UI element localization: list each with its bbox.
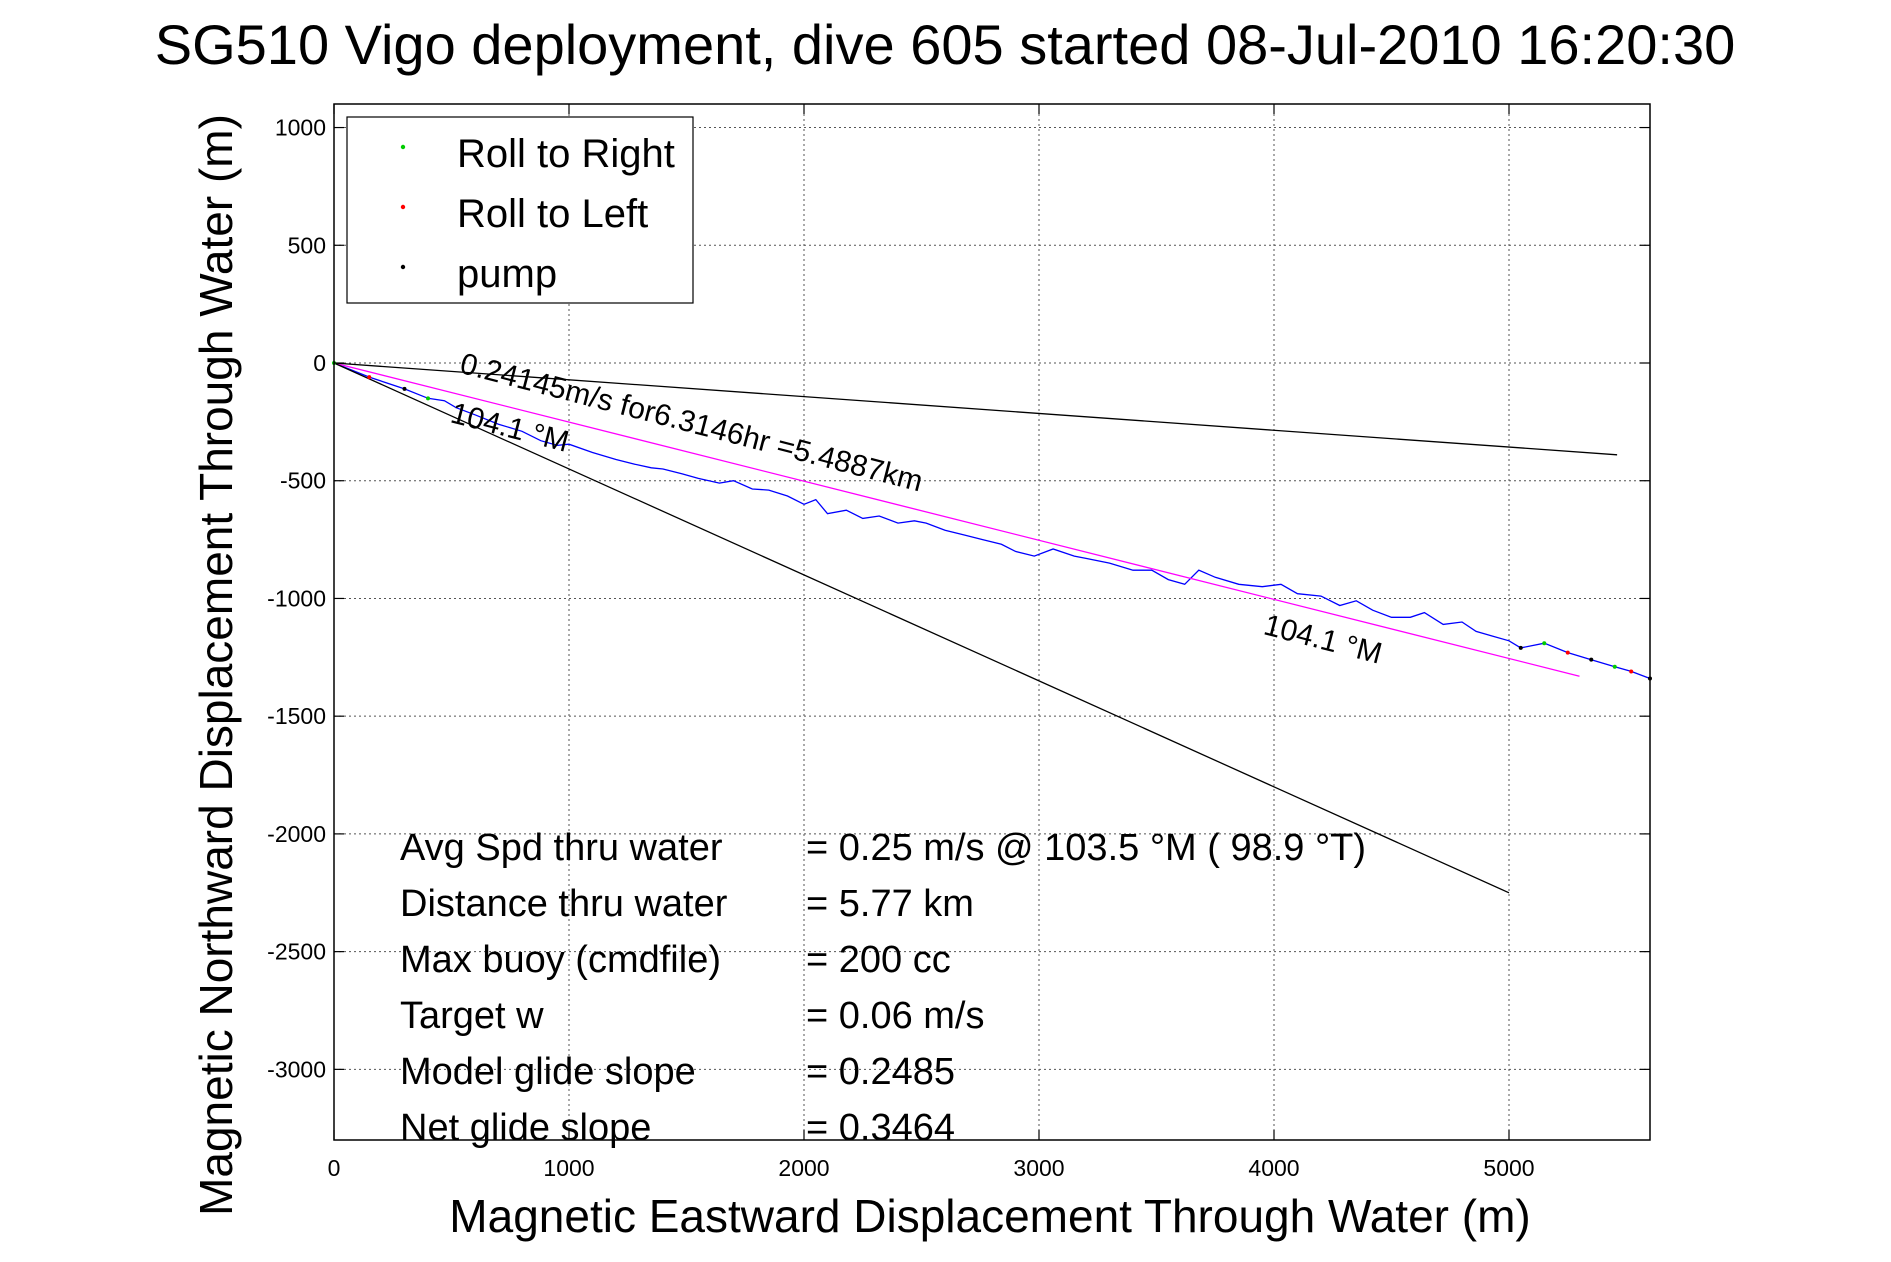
chart-title: SG510 Vigo deployment, dive 605 started … [155,13,1736,76]
track-marker [1629,669,1634,674]
series-line-2 [333,362,1618,456]
legend-label: Roll to Left [457,192,648,236]
stat-label: Distance thru water [400,883,728,925]
track-marker [1565,650,1570,655]
y-tick-label: -2000 [267,821,326,847]
x-tick-label: 1000 [543,1155,594,1181]
axes: 0 1000 2000 3000 4000 500010005000-500-1000-1… [267,103,1651,1181]
y-tick-label: 0 [313,350,326,376]
legend-marker [400,204,406,210]
stats-block: Avg Spd thru water = 0.25 m/s @ 103.5 °M … [400,827,1366,1149]
track-marker [367,375,372,380]
x-tick-label: 3000 [1013,1155,1064,1181]
x-tick-label: 4000 [1248,1155,1299,1181]
legend-marker [400,264,406,270]
x-tick-label: 5000 [1483,1155,1534,1181]
series-group [332,361,1652,894]
legend-label: pump [457,252,557,296]
legend-label: Roll to Right [457,132,675,176]
stat-value: = 5.77 km [806,883,974,925]
y-tick-label: -3000 [267,1056,326,1082]
series-line-1 [333,362,1580,677]
legend-marker [400,144,406,150]
y-tick-label: -1500 [267,703,326,729]
y-tick-label: 500 [288,232,326,258]
stat-label: Avg Spd thru water [400,827,723,869]
track-marker [1518,645,1523,650]
y-tick-label: -2500 [267,939,326,965]
x-tick-label: 2000 [778,1155,829,1181]
track-marker [426,396,430,401]
track-marker [402,386,407,391]
stat-label: Model glide slope [400,1051,696,1093]
series-line-3 [333,362,1510,894]
x-axis-label: Magnetic Eastward Displacement Through W… [449,1190,1530,1242]
y-tick-label: 1000 [275,115,326,141]
stat-label: Target w [400,995,544,1037]
track-marker [1589,657,1594,662]
stat-label: Max buoy (cmdfile) [400,939,721,981]
stat-value: = 200 cc [806,939,951,981]
stat-value: = 0.2485 [806,1051,955,1093]
legend: Roll to Right Roll to Left pump [346,116,694,304]
stat-value: = 0.25 m/s @ 103.5 °M ( 98.9 °T) [806,827,1366,869]
plot-frame [333,103,1651,1141]
grid-lines [334,104,1650,1140]
y-axis-label: Magnetic Northward Displacement Through … [190,114,242,1216]
stat-value: = 0.3464 [806,1107,955,1149]
track-marker [1612,664,1617,669]
series-line-0 [333,362,1651,680]
track-marker [1542,641,1547,646]
y-tick-label: -500 [280,468,326,494]
y-tick-label: -1000 [267,585,326,611]
stat-value: = 0.06 m/s [806,995,984,1037]
stat-label: Net glide slope [400,1107,651,1149]
x-tick-label: 0 [328,1155,341,1181]
